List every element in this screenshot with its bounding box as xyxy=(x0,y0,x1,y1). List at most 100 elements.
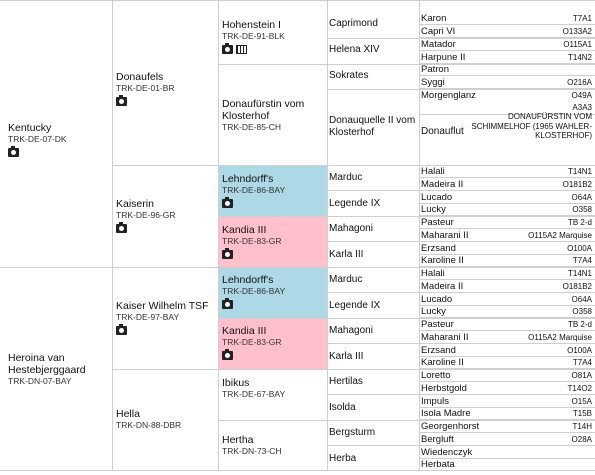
dam-entry[interactable]: Heroina van Hestebjerggaard TRK-DN-07-BA… xyxy=(8,352,110,386)
horse-name[interactable]: Erzsand xyxy=(421,344,456,356)
gen5-row[interactable]: Harpune II T14N2 xyxy=(419,51,595,64)
horse-name[interactable]: Harpune II xyxy=(421,52,466,63)
horse-name[interactable]: Karon xyxy=(421,13,447,24)
gen5-row[interactable]: Georgenhorst T14H xyxy=(419,420,595,433)
gen5-row[interactable]: Loretto O81A xyxy=(419,369,595,382)
horse-name[interactable]: Heroina van Hestebjerggaard xyxy=(8,352,86,376)
gen5-row[interactable]: Lucky O358 xyxy=(419,305,595,318)
gen3-entry[interactable]: Kandia III TRK-DE-83-GR xyxy=(222,325,326,365)
horse-name[interactable]: Impuls xyxy=(421,395,449,407)
gen3-entry[interactable]: Lehndorff's TRK-DE-86-BAY xyxy=(222,274,326,314)
camera-icon[interactable] xyxy=(116,324,127,335)
gen4-name[interactable]: Mahagoni xyxy=(329,325,373,336)
sire-entry[interactable]: Kentucky TRK-DE-07-DK xyxy=(8,122,108,162)
horse-name[interactable]: Kandia III xyxy=(222,224,267,236)
gen2-entry[interactable]: Donaufels TRK-DE-01-BR xyxy=(116,71,216,111)
gen4-name[interactable]: Donauquelle II vom Klosterhof xyxy=(329,115,416,138)
horse-name[interactable]: Lucado xyxy=(421,293,453,305)
gen5-row[interactable]: Erzsand O100A xyxy=(419,242,595,255)
gen5-row[interactable]: Lucky O358 xyxy=(419,203,595,216)
gen5-row[interactable]: Karoline II T7A4 xyxy=(419,254,595,267)
gen5-row[interactable]: Matador O115A1 xyxy=(419,38,595,51)
gen5-row[interactable]: Pasteur TB 2-d xyxy=(419,216,595,229)
gen5-row[interactable]: Pasteur TB 2-d xyxy=(419,318,595,331)
horse-name[interactable]: Maharani II xyxy=(421,331,469,343)
horse-name[interactable]: Donaufels xyxy=(116,71,164,83)
gen5-row[interactable]: Syggi O216A xyxy=(419,76,595,89)
horse-name[interactable]: Loretto xyxy=(421,370,451,381)
horse-name[interactable]: Syggi xyxy=(421,77,445,88)
horse-name[interactable]: Patron xyxy=(421,64,449,75)
gen5-row[interactable]: Halali T14N1 xyxy=(419,267,595,280)
gen2-entry[interactable]: Kaiser Wilhelm TSF TRK-DE-97-BAY xyxy=(116,300,216,340)
camera-icon[interactable] xyxy=(222,197,233,208)
gen5-row[interactable]: Morgenglanz O49A xyxy=(419,89,595,102)
horse-name[interactable]: Pasteur xyxy=(421,217,454,228)
horse-name[interactable]: Karoline II xyxy=(421,255,464,267)
gen3-entry[interactable]: Kandia III TRK-DE-83-GR xyxy=(222,224,326,264)
horse-name[interactable]: Lucky xyxy=(421,306,446,318)
gen3-entry[interactable]: Lehndorff's TRK-DE-86-BAY xyxy=(222,173,326,213)
horse-name[interactable]: Ibikus xyxy=(222,377,250,389)
horse-name[interactable]: Isola Madre xyxy=(421,408,471,420)
gen5-row[interactable]: Madeira II O181B2 xyxy=(419,178,595,191)
horse-name[interactable]: Georgenhorst xyxy=(421,421,480,432)
video-icon[interactable] xyxy=(236,45,247,54)
gen5-row[interactable]: Patron xyxy=(419,63,595,76)
gen5-row[interactable]: Wiedenczyk xyxy=(419,446,595,459)
gen5-row[interactable]: Madeira II O181B2 xyxy=(419,280,595,293)
donauflut-name[interactable]: Donauflut xyxy=(421,126,464,137)
horse-name[interactable]: Erzsand xyxy=(421,242,456,254)
gen4-name[interactable]: Sokrates xyxy=(329,70,369,81)
gen5-row[interactable]: A3A3 xyxy=(419,102,595,113)
gen5-row[interactable]: Isola Madre T15B xyxy=(419,407,595,420)
gen5-row[interactable]: Karon T7A1 xyxy=(419,12,595,25)
gen4-name[interactable]: Legende IX xyxy=(329,198,381,209)
gen4-name[interactable]: Caprimond xyxy=(329,18,378,29)
camera-icon[interactable] xyxy=(222,248,233,259)
gen5-row[interactable]: Capri VI O133A2 xyxy=(419,25,595,38)
gen5-row[interactable]: Lucado O64A xyxy=(419,191,595,204)
horse-name[interactable]: Hella xyxy=(116,408,140,420)
horse-name[interactable]: Kaiser Wilhelm TSF xyxy=(116,300,209,312)
camera-icon[interactable] xyxy=(222,349,233,360)
gen4-name[interactable]: Legende IX xyxy=(329,300,381,311)
horse-name[interactable]: Lehndorff's xyxy=(222,274,274,286)
gen5-row[interactable]: Bergluft O28A xyxy=(419,433,595,446)
camera-icon[interactable] xyxy=(222,43,233,54)
gen3-entry[interactable]: Hohenstein I TRK-DE-91-BLK xyxy=(222,19,326,59)
gen2-entry[interactable]: Hella TRK-DN-88-DBR xyxy=(116,408,216,430)
gen4-name[interactable]: Marduc xyxy=(329,274,363,285)
gen4-name[interactable]: Isolda xyxy=(329,402,356,413)
horse-name[interactable]: Karoline II xyxy=(421,357,464,369)
horse-name[interactable]: Wiedenczyk xyxy=(421,446,473,458)
horse-name[interactable]: Donaufürstin vom Klosterhof xyxy=(222,98,305,122)
gen4-name[interactable]: Marduc xyxy=(329,172,363,183)
horse-name[interactable]: Lucado xyxy=(421,191,453,203)
horse-name[interactable]: Halali xyxy=(421,268,445,279)
camera-icon[interactable] xyxy=(8,146,19,157)
gen5-row[interactable]: Impuls O15A xyxy=(419,395,595,408)
camera-icon[interactable] xyxy=(116,222,127,233)
gen5-row[interactable]: Herbata xyxy=(419,458,595,471)
horse-name[interactable]: Halali xyxy=(421,166,445,177)
camera-icon[interactable] xyxy=(116,95,127,106)
horse-name[interactable]: Kandia III xyxy=(222,325,267,337)
gen5-row[interactable]: Erzsand O100A xyxy=(419,344,595,357)
gen4-name[interactable]: Karla III xyxy=(329,351,364,362)
gen4-name[interactable]: Karla III xyxy=(329,249,364,260)
gen2-entry[interactable]: Kaiserin TRK-DE-96-GR xyxy=(116,198,216,238)
gen4-name[interactable]: Herba xyxy=(329,453,357,464)
horse-name[interactable]: Maharani II xyxy=(421,229,469,241)
gen3-entry[interactable]: Hertha TRK-DN-73-CH xyxy=(222,434,326,456)
gen4-name[interactable]: Helena XIV xyxy=(329,44,380,55)
horse-name[interactable]: Lucky xyxy=(421,204,446,216)
gen4-name[interactable]: Hertilas xyxy=(329,376,363,387)
horse-name[interactable]: Herbstgold xyxy=(421,382,467,394)
horse-name[interactable]: Matador xyxy=(421,39,456,50)
horse-name[interactable]: Capri VI xyxy=(421,26,456,37)
horse-name[interactable]: Morgenglanz xyxy=(421,90,476,101)
horse-name[interactable]: Hohenstein I xyxy=(222,19,281,31)
horse-name[interactable]: Lehndorff's xyxy=(222,173,274,185)
gen5-row[interactable]: Halali T14N1 xyxy=(419,165,595,178)
